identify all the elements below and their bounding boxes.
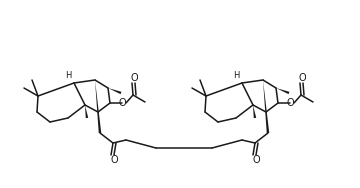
Text: O: O: [252, 155, 260, 165]
Text: O: O: [298, 73, 306, 83]
Text: O: O: [110, 155, 118, 165]
Text: O: O: [118, 98, 126, 108]
Polygon shape: [95, 80, 101, 133]
Polygon shape: [276, 88, 289, 94]
Text: O: O: [286, 98, 294, 108]
Text: O: O: [130, 73, 138, 83]
Text: H: H: [233, 70, 239, 80]
Polygon shape: [253, 105, 256, 118]
Polygon shape: [85, 105, 88, 118]
Text: H: H: [65, 70, 71, 80]
Polygon shape: [108, 88, 121, 94]
Polygon shape: [263, 80, 269, 133]
